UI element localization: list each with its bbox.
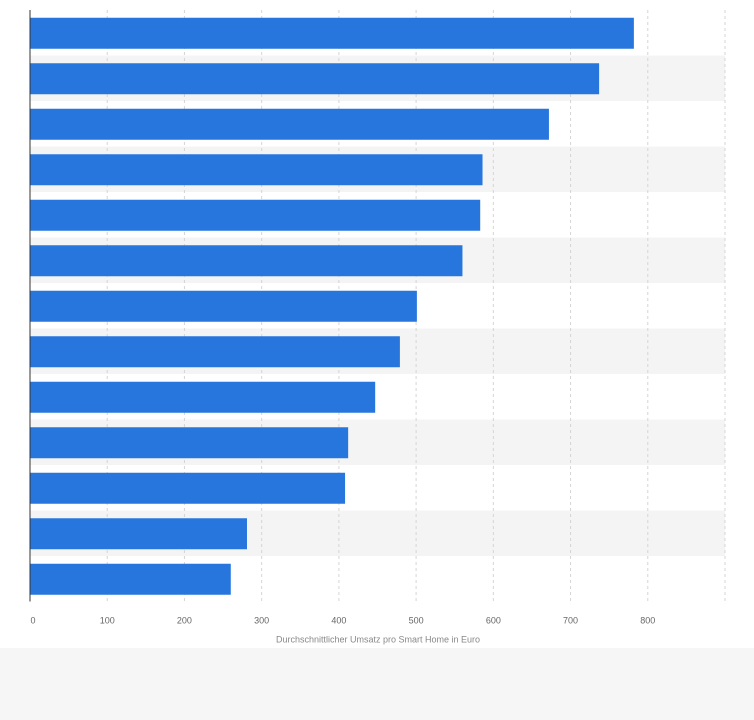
bar[interactable] <box>30 154 483 186</box>
x-tick-label: 0 <box>30 616 35 626</box>
x-tick-label: 100 <box>100 616 115 626</box>
bar[interactable] <box>30 518 247 550</box>
x-tick-label: 500 <box>409 616 424 626</box>
bar[interactable] <box>30 472 346 504</box>
x-tick-label: 800 <box>640 616 655 626</box>
bar[interactable] <box>30 381 376 413</box>
bar[interactable] <box>30 563 231 595</box>
bar[interactable] <box>30 336 400 368</box>
bar[interactable] <box>30 17 634 49</box>
x-tick-label: 200 <box>177 616 192 626</box>
footer-area <box>0 648 754 720</box>
bar[interactable] <box>30 290 417 322</box>
x-tick-label: 700 <box>563 616 578 626</box>
bars <box>30 17 634 595</box>
bar[interactable] <box>30 199 481 231</box>
x-tick-labels: 0 100 200 300 400 500 600 700 800 <box>30 616 655 626</box>
bar[interactable] <box>30 63 600 95</box>
x-tick-label: 300 <box>254 616 269 626</box>
bar[interactable] <box>30 108 549 140</box>
bar[interactable] <box>30 245 463 277</box>
x-tick-label: 600 <box>486 616 501 626</box>
x-tick-label: 400 <box>331 616 346 626</box>
bar[interactable] <box>30 427 349 459</box>
x-axis-title: Durchschnittlicher Umsatz pro Smart Home… <box>276 635 480 645</box>
